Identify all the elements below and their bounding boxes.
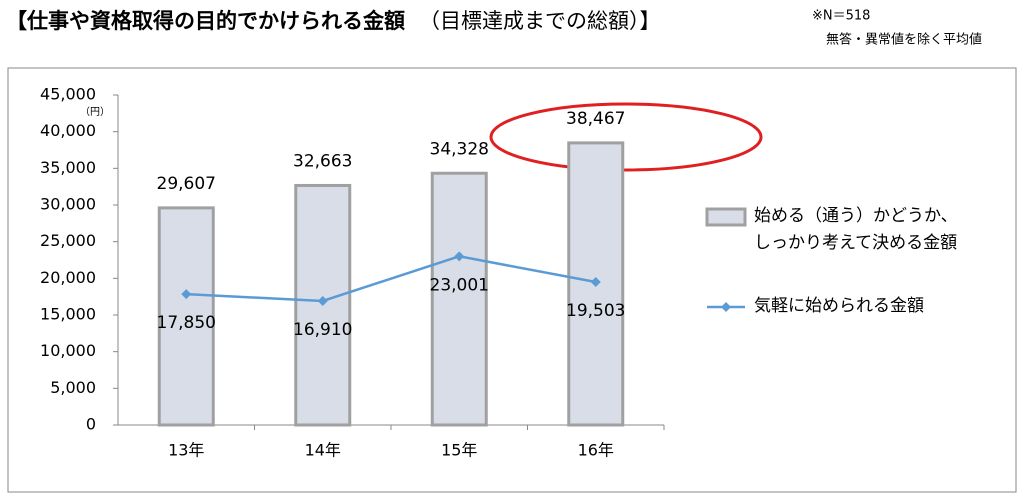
y-tick-label: 35,000 (40, 158, 96, 177)
x-tick-label: 15年 (441, 441, 477, 460)
y-tick-label: 40,000 (40, 121, 96, 140)
y-unit: （円） (80, 106, 110, 118)
y-tick-label: 5,000 (50, 378, 96, 397)
bar (567, 141, 625, 427)
legend-label: 始める（通う）かどうか、しっかり考えて決める金額 (754, 206, 958, 253)
title-main: 【仕事や資格取得の目的でかけられる金額 (6, 9, 405, 33)
x-tick-label: 16年 (578, 441, 614, 460)
line-marker (317, 295, 328, 306)
bar-value-label: 34,328 (430, 139, 489, 159)
x-tick-label: 14年 (305, 441, 341, 460)
bar (430, 171, 488, 427)
bar-value-label: 29,607 (157, 174, 216, 194)
highlight-ellipse (489, 102, 763, 172)
title-sub: （目標達成までの総額）】 (419, 9, 661, 33)
y-tick-label: 45,000 (40, 85, 96, 104)
y-tick-label: 30,000 (40, 195, 96, 214)
plot: 0 5,000 10,000 15,000 20,000 25,000 30,000 35,0… (40, 85, 665, 460)
line-marker (590, 276, 601, 287)
bar-value-label: 32,663 (293, 151, 352, 171)
note: 無答・異常値を除く平均値 (826, 32, 982, 48)
line-marker (454, 251, 465, 262)
y-tick-label: 0 (86, 415, 96, 434)
bar (294, 183, 352, 427)
note: ※N＝518 (812, 9, 870, 24)
line-value-label: 16,910 (293, 320, 352, 340)
line-marker (181, 289, 192, 300)
bar (157, 206, 215, 427)
legend-label: 気軽に始められる金額 (754, 296, 924, 316)
y-tick-label: 20,000 (40, 268, 96, 287)
line (186, 255, 596, 303)
y-tick-label: 15,000 (40, 305, 96, 324)
line-value-label: 19,503 (566, 301, 625, 321)
line-value-label: 23,001 (430, 275, 489, 295)
chart-title: 【仕事や資格取得の目的でかけられる金額 （目標達成までの総額）】 (6, 9, 661, 33)
y-tick-label: 25,000 (40, 231, 96, 250)
bar-value-label: 38,467 (566, 109, 625, 129)
x-tick-label: 13年 (168, 441, 204, 460)
y-tick-label: 10,000 (40, 341, 96, 360)
line-value-label: 17,850 (157, 313, 216, 333)
legend-swatch (705, 207, 747, 227)
legend-marker (721, 302, 731, 312)
